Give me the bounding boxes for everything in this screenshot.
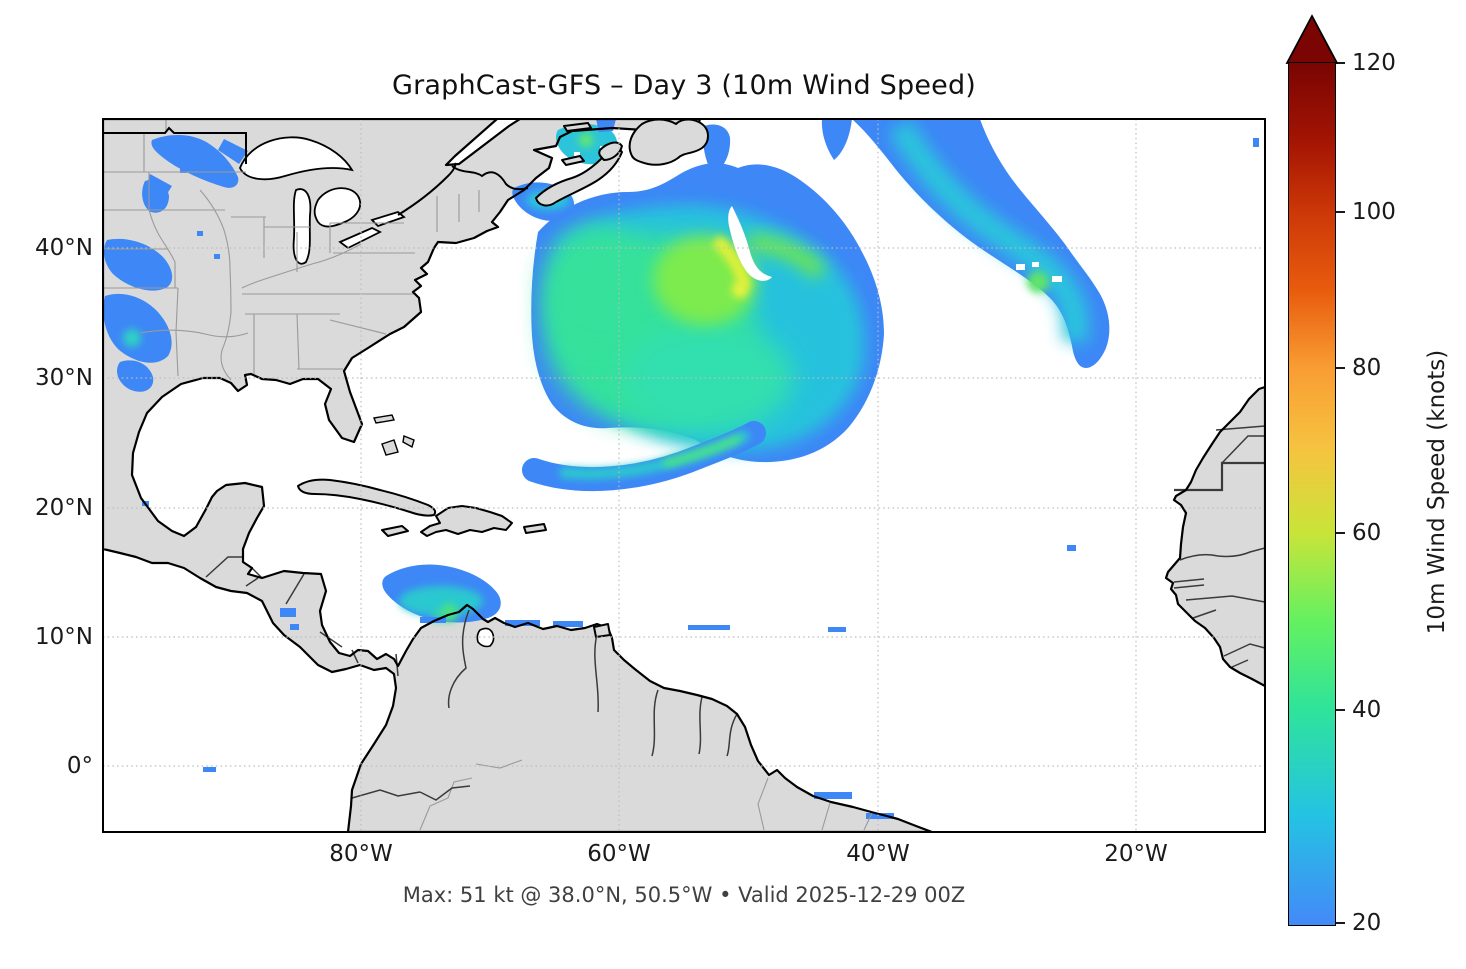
- wind-north-atlantic-cyclone: [522, 163, 884, 491]
- island-trinidad: [593, 623, 611, 638]
- island-jamaica: [381, 525, 409, 537]
- island-anticosti: [563, 122, 592, 132]
- colorbar-tick-20: 20: [1352, 910, 1382, 936]
- x-tick-20w: 20°W: [1104, 841, 1168, 867]
- colorbar-tick-40: 40: [1352, 697, 1382, 723]
- colorbar-axis-label: 10m Wind Speed (knots): [1424, 349, 1450, 635]
- lake-maracaibo: [476, 627, 495, 648]
- island-nova-scotia: [535, 148, 623, 207]
- wind-small-patches: [142, 138, 1259, 819]
- x-tick-60w: 60°W: [587, 841, 651, 867]
- figure-title: GraphCast-GFS – Day 3 (10m Wind Speed): [391, 70, 977, 101]
- gridlines: [103, 119, 1265, 832]
- great-lakes: [239, 136, 406, 265]
- colorbar-tick-80: 80: [1352, 355, 1382, 381]
- country-borders: [103, 126, 1265, 801]
- islands-bahamas: [373, 414, 415, 456]
- colorbar-ticks: [1336, 62, 1345, 924]
- y-tick-30n: 30°N: [35, 365, 93, 391]
- island-newfoundland: [628, 119, 709, 166]
- island-puerto-rico: [523, 523, 547, 534]
- island-hispaniola: [420, 505, 513, 537]
- state-borders: [103, 119, 873, 831]
- island-cape-breton: [598, 141, 623, 161]
- land-layer: [103, 119, 1265, 832]
- plot-border: [102, 118, 1266, 833]
- coastline-layer: [103, 119, 1265, 832]
- island-cuba: [297, 478, 437, 517]
- y-tick-20n: 20°N: [35, 495, 93, 521]
- wind-us-plains: [103, 134, 248, 392]
- figure-subtitle: Max: 51 kt @ 38.0°N, 50.5°W • Valid 2025…: [402, 883, 966, 907]
- y-tick-0: 0°: [66, 753, 93, 779]
- wind-northeast-frontal-band: [821, 119, 1110, 368]
- x-tick-40w: 40°W: [846, 841, 910, 867]
- wind-dry-slot: [728, 206, 772, 281]
- colorbar-gradient: [1288, 62, 1336, 926]
- colorbar-extend-arrow: [1285, 14, 1339, 64]
- island-pei: [561, 155, 585, 166]
- y-tick-40n: 40°N: [35, 235, 93, 261]
- y-tick-10n: 10°N: [35, 624, 93, 650]
- x-tick-80w: 80°W: [329, 841, 393, 867]
- colorbar-tick-100: 100: [1352, 199, 1396, 225]
- wind-caribbean-jet: [382, 564, 501, 623]
- colorbar-tick-120: 120: [1352, 50, 1396, 76]
- colorbar-tick-60: 60: [1352, 520, 1382, 546]
